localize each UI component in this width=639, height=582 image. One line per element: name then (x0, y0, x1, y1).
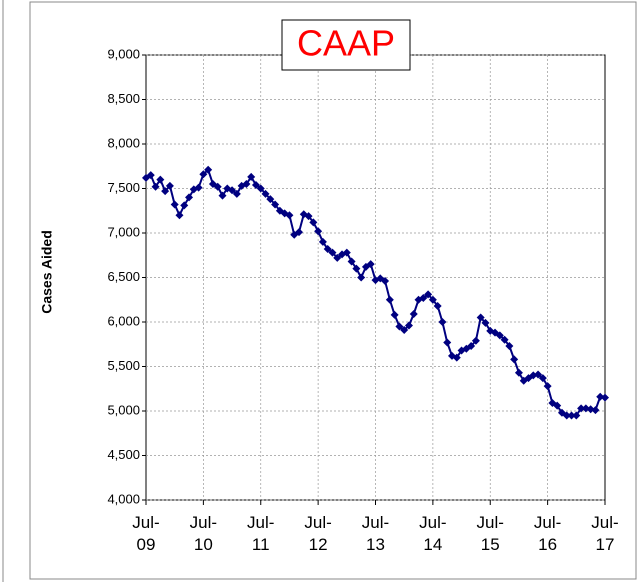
marker (170, 200, 179, 209)
marker (352, 264, 361, 273)
marker (505, 342, 514, 351)
marker (342, 248, 351, 257)
marker (395, 322, 404, 331)
marker (247, 172, 256, 181)
marker (357, 273, 366, 282)
marker (562, 411, 571, 420)
marker (481, 318, 490, 327)
marker (601, 393, 609, 402)
x-tick-label: Jul- 16 (533, 513, 562, 554)
x-tick-label: Jul- 15 (476, 513, 504, 554)
marker (366, 260, 375, 269)
marker (495, 331, 504, 340)
marker (318, 237, 327, 246)
marker (271, 200, 280, 209)
x-tick-label: Jul- 10 (189, 513, 218, 554)
marker (256, 184, 265, 193)
marker (567, 411, 576, 420)
marker (204, 165, 213, 174)
y-tick-label: 7,000 (107, 224, 140, 239)
marker (409, 309, 418, 318)
x-tick-label: Jul- 17 (591, 513, 619, 554)
marker (266, 195, 275, 204)
marker (309, 218, 318, 227)
marker (591, 406, 600, 415)
marker (428, 295, 437, 304)
marker (443, 338, 452, 347)
marker (213, 182, 222, 191)
marker (347, 257, 356, 266)
y-tick-label: 8,000 (107, 135, 140, 150)
marker (452, 353, 461, 362)
marker (175, 211, 184, 220)
x-tick-label: Jul- 09 (132, 513, 160, 554)
y-tick-label: 4,000 (107, 491, 140, 506)
marker (295, 228, 303, 237)
marker (156, 175, 165, 184)
marker (381, 277, 390, 286)
marker (404, 321, 413, 330)
marker (151, 182, 160, 191)
y-tick-label: 8,500 (107, 91, 140, 106)
marker (218, 191, 227, 200)
chart-title: CAAP (297, 23, 395, 64)
marker (161, 187, 170, 196)
y-tick-label: 6,500 (107, 269, 140, 284)
chart-border (29, 1, 637, 580)
y-axis-label: Cases Aided (39, 230, 55, 314)
marker (328, 248, 337, 257)
marker (471, 336, 480, 345)
y-tick-label: 5,000 (107, 402, 140, 417)
marker (261, 189, 270, 198)
marker (390, 310, 399, 319)
marker (419, 293, 428, 302)
marker (572, 411, 581, 420)
marker (400, 326, 409, 335)
marker (510, 355, 519, 364)
marker (476, 313, 485, 322)
marker (232, 189, 241, 198)
marker (180, 201, 189, 210)
y-tick-label: 4,500 (107, 447, 140, 462)
marker (165, 181, 174, 190)
marker (385, 295, 394, 304)
marker (251, 180, 260, 189)
marker (314, 227, 323, 236)
marker (467, 342, 476, 351)
x-tick-label: Jul- 11 (247, 513, 275, 554)
marker (146, 171, 155, 180)
marker (500, 335, 509, 344)
marker (424, 290, 433, 299)
marker (577, 404, 586, 413)
x-tick-label: Jul- 12 (304, 513, 332, 554)
marker (285, 211, 294, 220)
y-tick-label: 6,000 (107, 313, 140, 328)
marker (538, 374, 547, 383)
marker (333, 253, 342, 262)
x-tick-label: Jul- 14 (419, 513, 447, 554)
marker (433, 301, 442, 310)
y-tick-label: 5,500 (107, 358, 140, 373)
x-tick-label: Jul- 13 (361, 513, 390, 554)
marker (304, 212, 313, 221)
y-tick-label: 9,000 (107, 46, 140, 61)
marker (553, 401, 562, 410)
marker (514, 368, 523, 377)
marker (323, 245, 332, 254)
y-tick-label: 7,500 (107, 180, 140, 195)
marker (438, 318, 447, 326)
marker (194, 183, 203, 192)
marker (199, 170, 208, 179)
title-box (281, 19, 411, 71)
marker (543, 382, 552, 391)
marker (534, 370, 543, 379)
marker (228, 186, 237, 195)
marker (242, 180, 251, 189)
marker (185, 193, 194, 202)
